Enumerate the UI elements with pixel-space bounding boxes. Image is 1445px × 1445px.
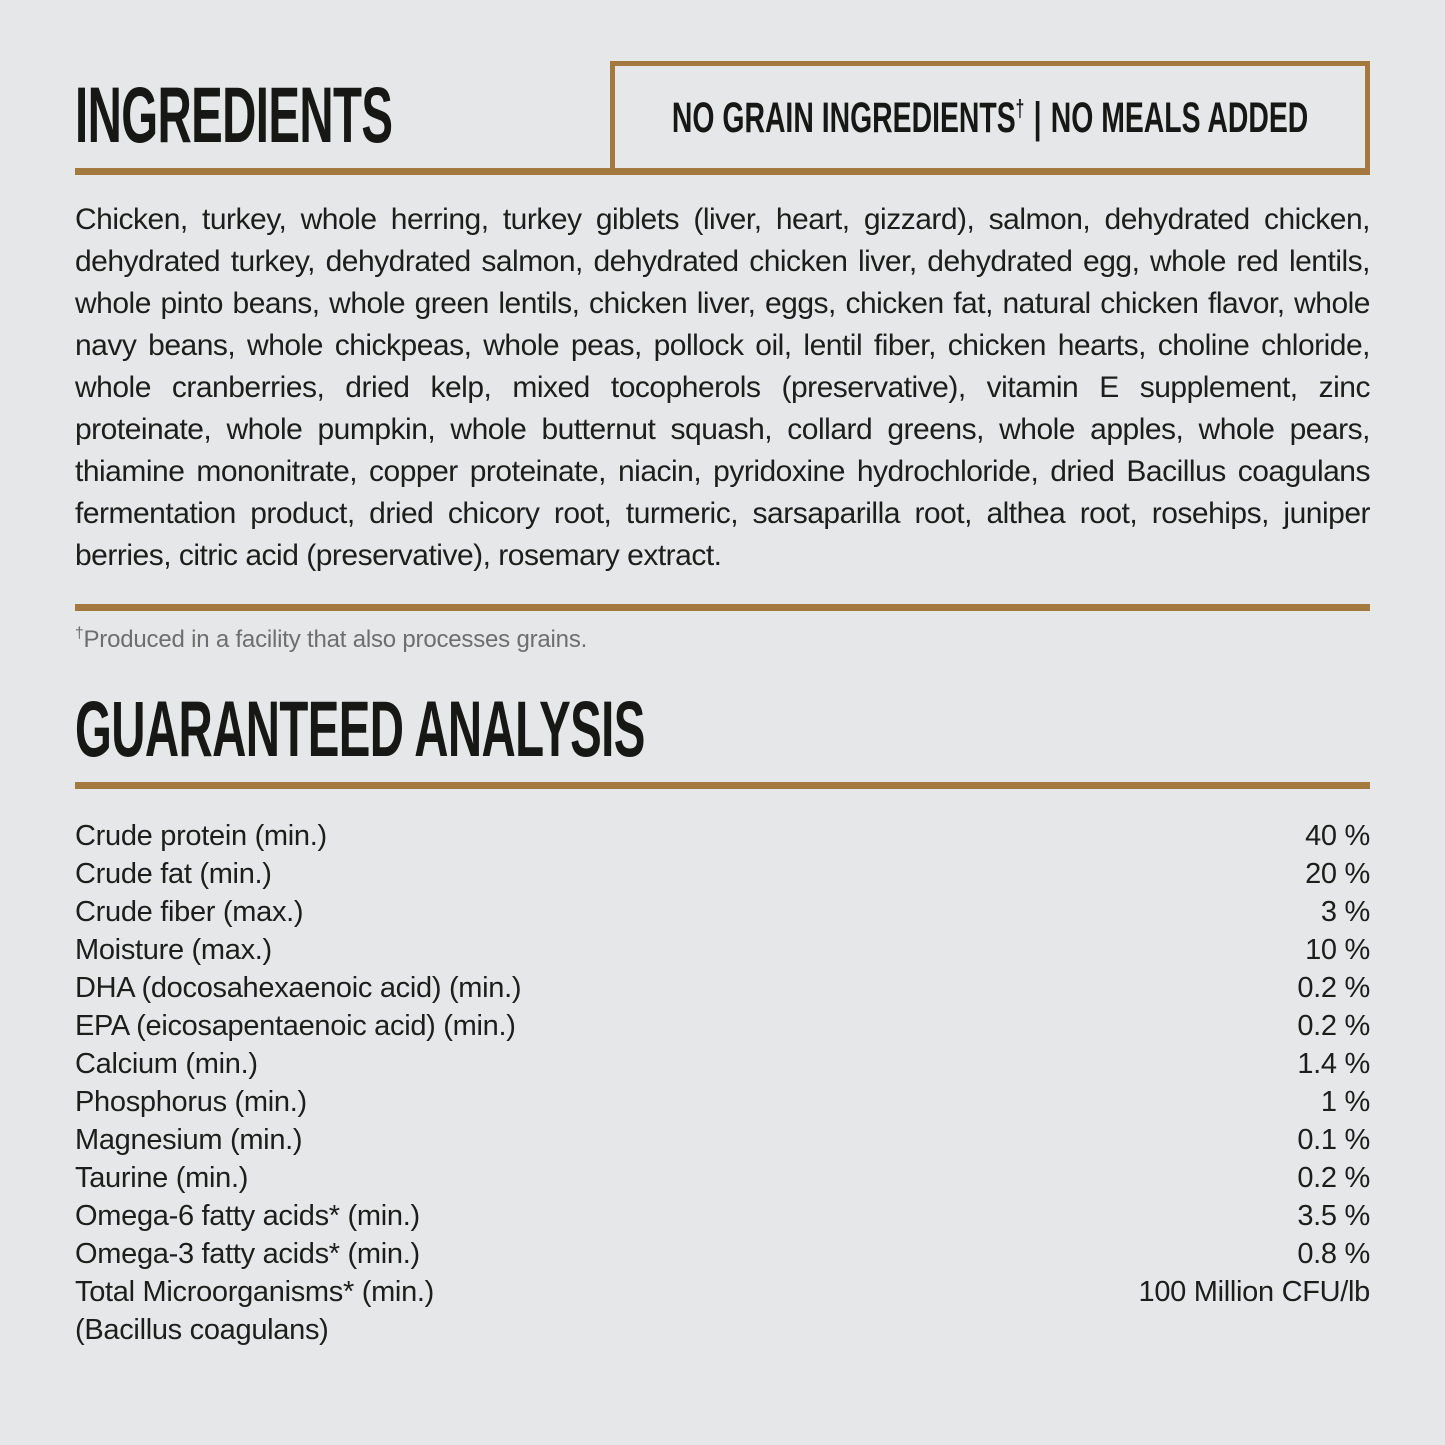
- table-row: Moisture (max.) 10 %: [75, 931, 1370, 969]
- row-label: Total Microorganisms* (min.): [75, 1276, 435, 1308]
- table-row: (Bacillus coagulans): [75, 1311, 1370, 1349]
- badge-part1: NO GRAIN INGREDIENTS: [671, 93, 1016, 142]
- table-row: Total Microorganisms* (min.) 100 Million…: [75, 1273, 1370, 1311]
- row-value: 0.1 %: [1297, 1124, 1370, 1156]
- row-label: Calcium (min.): [75, 1048, 258, 1080]
- row-value: 1.4 %: [1297, 1048, 1370, 1080]
- guaranteed-analysis-title-wrap: GUARANTEED ANALYSIS: [75, 683, 695, 782]
- row-label: Crude fat (min.): [75, 858, 272, 890]
- ingredients-title-wrap: INGREDIENTS: [75, 69, 545, 168]
- row-value: 40 %: [1305, 820, 1370, 852]
- guaranteed-analysis-table: Crude protein (min.) 40 % Crude fat (min…: [75, 817, 1370, 1349]
- guaranteed-analysis-header: GUARANTEED ANALYSIS: [75, 689, 1370, 789]
- row-label: Omega-3 fatty acids* (min.): [75, 1238, 420, 1270]
- row-value: 0.2 %: [1297, 1010, 1370, 1042]
- badge-part2: NO MEALS ADDED: [1050, 93, 1309, 142]
- row-label: Moisture (max.): [75, 934, 272, 966]
- table-row: EPA (eicosapentaenoic acid) (min.) 0.2 %: [75, 1007, 1370, 1045]
- footnote-divider: [75, 604, 1370, 611]
- row-label: Magnesium (min.): [75, 1124, 303, 1156]
- ingredients-list: Chicken, turkey, whole herring, turkey g…: [75, 203, 1371, 572]
- row-label: Omega-6 fatty acids* (min.): [75, 1200, 420, 1232]
- row-value: 1 %: [1320, 1086, 1370, 1118]
- row-label: DHA (docosahexaenoic acid) (min.): [75, 972, 522, 1004]
- row-label: Phosphorus (min.): [75, 1086, 307, 1118]
- table-row: Omega-3 fatty acids* (min.) 0.8 %: [75, 1235, 1370, 1273]
- row-label: Crude fiber (max.): [75, 896, 304, 928]
- table-row: Crude protein (min.) 40 %: [75, 817, 1370, 855]
- row-label: EPA (eicosapentaenoic acid) (min.): [75, 1010, 516, 1042]
- row-value: 3 %: [1320, 896, 1370, 928]
- row-value: 100 Million CFU/lb: [1138, 1276, 1370, 1308]
- row-label: Crude protein (min.): [75, 820, 327, 852]
- no-grain-badge: NO GRAIN INGREDIENTS† | NO MEALS ADDED: [610, 61, 1370, 175]
- guaranteed-analysis-title: GUARANTEED ANALYSIS: [75, 683, 645, 773]
- footnote-text: Produced in a facility that also process…: [83, 626, 588, 653]
- row-label: Taurine (min.): [75, 1162, 249, 1194]
- badge-dagger: †: [1015, 96, 1025, 123]
- row-value: 0.2 %: [1297, 972, 1370, 1004]
- table-row: Omega-6 fatty acids* (min.) 3.5 %: [75, 1197, 1370, 1235]
- ingredients-header: INGREDIENTS NO GRAIN INGREDIENTS† | NO MEA…: [75, 61, 1370, 175]
- table-row: Crude fiber (max.) 3 %: [75, 893, 1370, 931]
- badge-separator: |: [1033, 93, 1042, 142]
- no-grain-badge-text: NO GRAIN INGREDIENTS† | NO MEALS ADDED: [672, 94, 1308, 143]
- table-row: DHA (docosahexaenoic acid) (min.) 0.2 %: [75, 969, 1370, 1007]
- row-label: (Bacillus coagulans): [75, 1314, 329, 1346]
- ingredients-title: INGREDIENTS: [75, 69, 393, 159]
- row-value: 20 %: [1305, 858, 1370, 890]
- row-value: 3.5 %: [1297, 1200, 1370, 1232]
- table-row: Phosphorus (min.) 1 %: [75, 1083, 1370, 1121]
- grain-facility-footnote: †Produced in a facility that also proces…: [75, 626, 1370, 654]
- table-row: Calcium (min.) 1.4 %: [75, 1045, 1370, 1083]
- row-value: 0.8 %: [1297, 1238, 1370, 1270]
- table-row: Magnesium (min.) 0.1 %: [75, 1121, 1370, 1159]
- row-value: 0.2 %: [1297, 1162, 1370, 1194]
- table-row: Crude fat (min.) 20 %: [75, 855, 1370, 893]
- label-content: INGREDIENTS NO GRAIN INGREDIENTS† | NO MEA…: [0, 61, 1445, 1349]
- table-row: Taurine (min.) 0.2 %: [75, 1159, 1370, 1197]
- footnote-dagger: †: [75, 625, 84, 642]
- row-value: 10 %: [1305, 934, 1370, 966]
